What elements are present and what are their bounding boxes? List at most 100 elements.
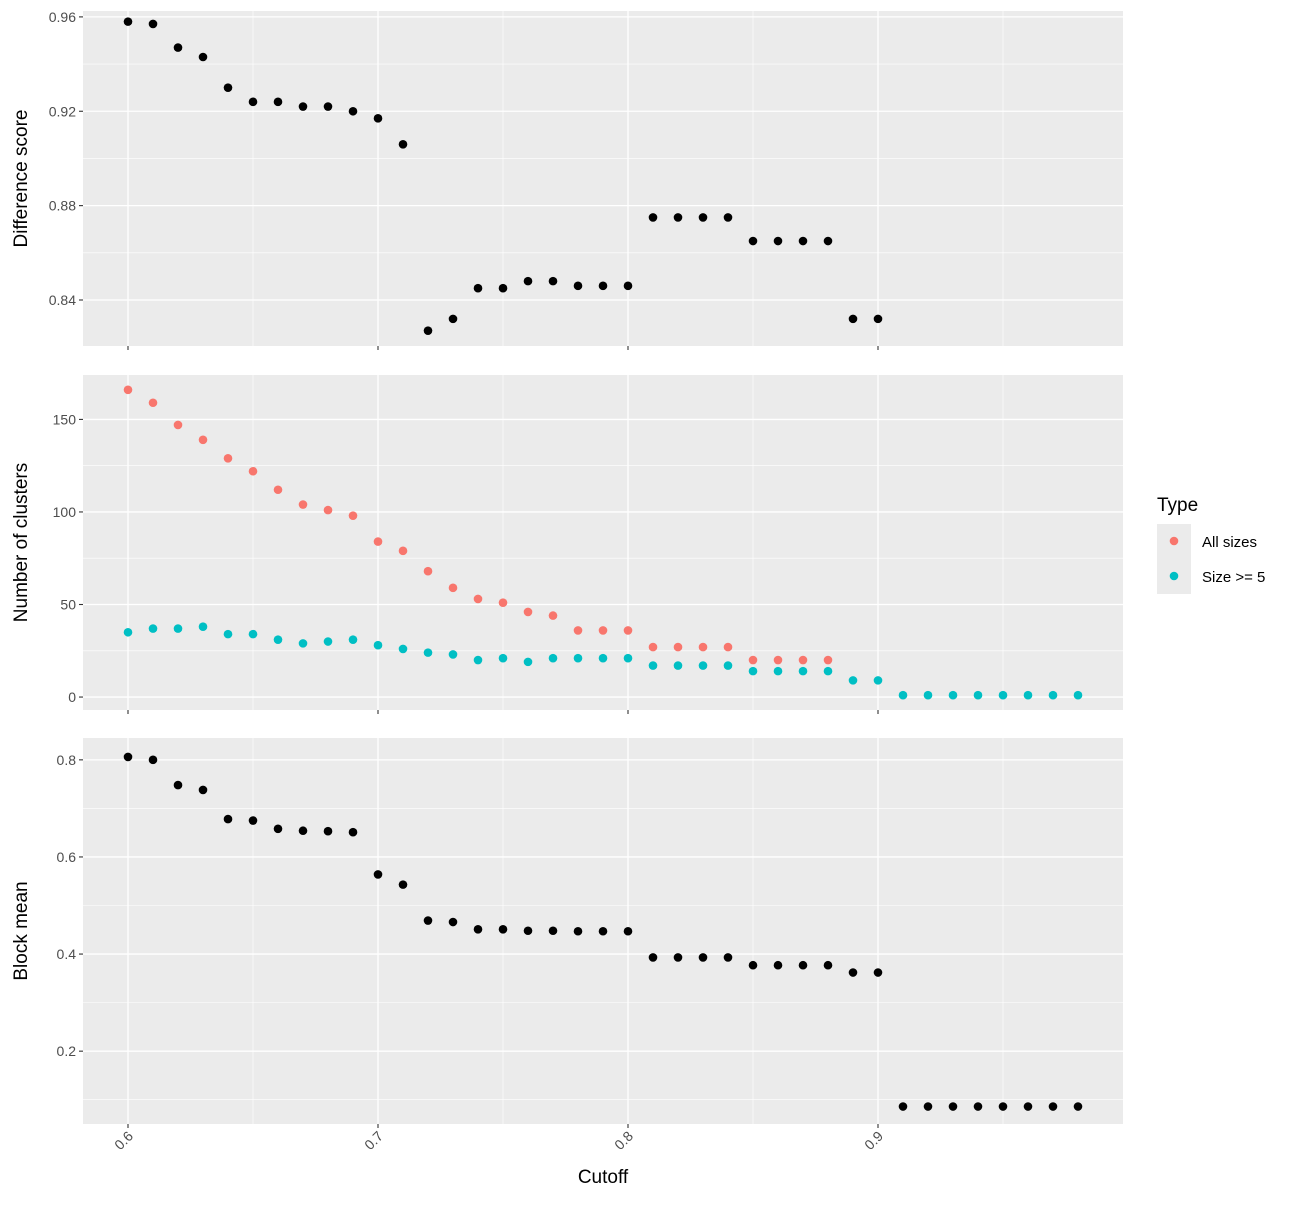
data-point	[473, 594, 483, 604]
legend-title: Type	[1157, 495, 1198, 516]
data-point	[198, 435, 208, 445]
data-point	[823, 655, 833, 665]
series-1	[123, 17, 883, 335]
data-point	[173, 780, 183, 790]
y-tick-label: 0.88	[49, 198, 76, 214]
data-point	[298, 826, 308, 836]
y-tick-label: 0.84	[49, 292, 76, 308]
data-point	[348, 106, 358, 116]
data-point	[123, 627, 133, 637]
data-point	[673, 213, 683, 222]
panel-1: 0.84 0.88 0.92 0.96 Difference score	[11, 9, 1123, 350]
data-point	[773, 666, 783, 676]
data-point	[398, 546, 408, 556]
y-tick-label: 0.8	[57, 752, 77, 768]
data-point	[273, 635, 283, 644]
data-point	[698, 213, 708, 222]
data-point	[273, 824, 283, 834]
y-tick-label: 0.92	[49, 103, 76, 119]
legend: Type All sizes Size >= 5	[1157, 495, 1265, 594]
legend-label-size-ge-5: Size >= 5	[1202, 569, 1265, 586]
panel-2: 0 50 100 150 Number of clusters	[11, 375, 1123, 714]
data-point	[248, 97, 258, 107]
data-point	[1073, 690, 1083, 700]
data-point	[948, 1102, 958, 1111]
y-tick-label: 0.2	[57, 1043, 77, 1059]
data-point	[548, 611, 558, 620]
data-point	[223, 83, 233, 92]
y-tick-label: 150	[53, 411, 77, 427]
data-point	[398, 644, 408, 654]
data-point	[248, 629, 258, 639]
data-point	[873, 968, 883, 977]
data-point	[548, 276, 558, 286]
data-point	[198, 785, 208, 795]
data-point	[948, 690, 958, 700]
y-axis-title: Number of clusters	[11, 463, 32, 622]
y-tick-label: 100	[53, 504, 77, 520]
data-point	[773, 960, 783, 970]
data-point	[298, 639, 308, 648]
data-point	[623, 926, 633, 936]
data-point	[473, 655, 483, 665]
data-point	[898, 1102, 908, 1111]
data-point	[148, 755, 158, 765]
y-tick-label: 0.96	[49, 9, 76, 25]
data-point	[723, 642, 733, 652]
panels-layer: 0.84 0.88 0.92 0.96 Difference score 0 50 100 15…	[11, 9, 1123, 1153]
data-point	[1048, 1102, 1058, 1111]
data-point	[123, 752, 133, 762]
data-point	[123, 17, 133, 26]
data-point	[798, 655, 808, 665]
series-2	[123, 622, 1083, 700]
data-point	[498, 925, 508, 934]
data-point	[623, 653, 633, 663]
legend-key-size-ge-5	[1169, 571, 1179, 581]
y-tick-label: 50	[60, 597, 76, 613]
series-1	[123, 752, 1083, 1111]
data-point	[698, 953, 708, 962]
data-point	[473, 925, 483, 934]
data-point	[848, 968, 858, 977]
data-point	[648, 661, 658, 670]
data-point	[498, 653, 508, 663]
data-point	[373, 537, 383, 546]
data-point	[998, 1102, 1008, 1111]
data-point	[398, 139, 408, 149]
data-point	[823, 236, 833, 246]
legend-key-all-sizes	[1169, 536, 1179, 546]
data-point	[773, 655, 783, 665]
data-point	[823, 960, 833, 970]
series-1	[123, 385, 833, 665]
data-point	[748, 666, 758, 676]
data-point	[773, 236, 783, 246]
data-point	[148, 19, 158, 29]
data-point	[373, 640, 383, 650]
data-point	[823, 666, 833, 676]
data-point	[323, 826, 333, 836]
x-axis-title: Cutoff	[578, 1167, 629, 1188]
data-point	[448, 314, 458, 324]
data-point	[223, 629, 233, 639]
data-point	[173, 43, 183, 52]
data-point	[598, 653, 608, 663]
data-point	[298, 500, 308, 509]
data-point	[298, 102, 308, 111]
data-point	[248, 816, 258, 825]
data-point	[523, 657, 533, 667]
x-tick-label: 0.6	[111, 1128, 136, 1153]
data-point	[423, 566, 433, 576]
data-point	[448, 917, 458, 927]
data-point	[323, 637, 333, 646]
data-point	[1023, 690, 1033, 700]
data-point	[798, 666, 808, 676]
data-point	[173, 624, 183, 633]
y-axis-title: Block mean	[11, 881, 32, 980]
data-point	[148, 624, 158, 633]
data-point	[198, 52, 208, 62]
data-point	[423, 326, 433, 335]
data-point	[148, 398, 158, 408]
data-point	[273, 97, 283, 107]
data-point	[523, 607, 533, 617]
